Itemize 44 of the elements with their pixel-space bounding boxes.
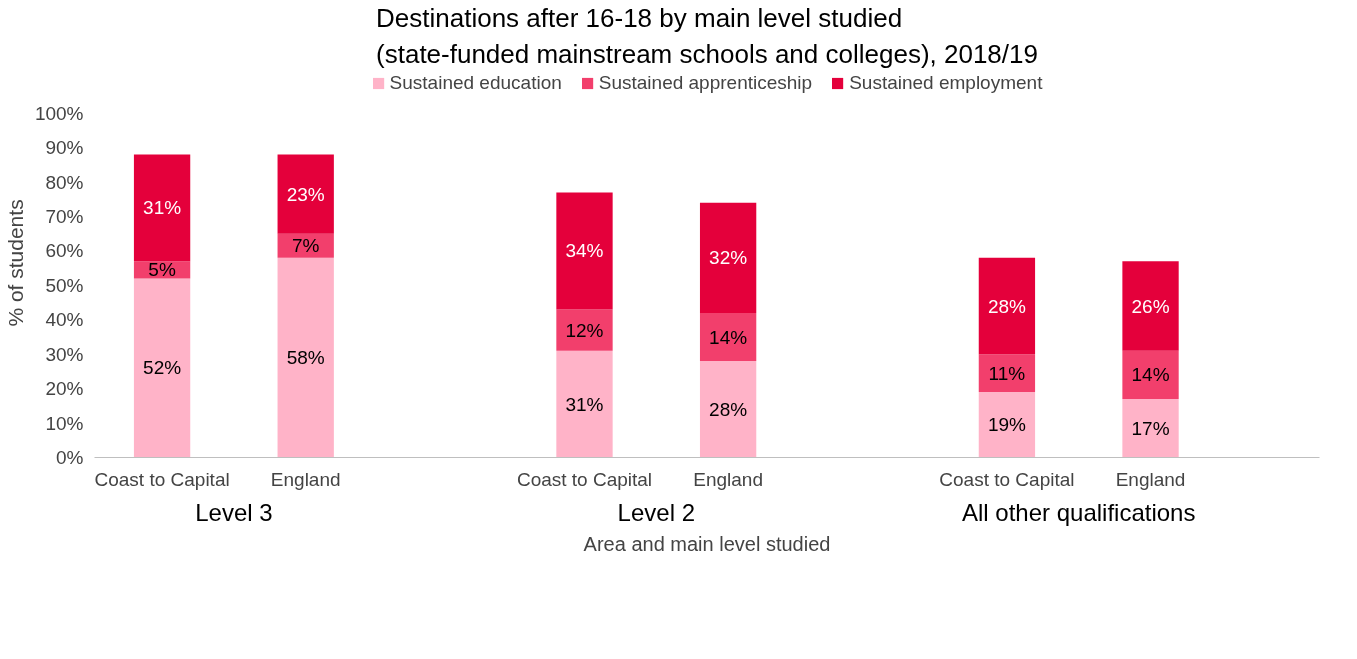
data-label: 11% xyxy=(988,362,1026,384)
x-tick-label: Coast to Capital xyxy=(516,468,653,490)
y-tick-label: 60% xyxy=(45,240,84,262)
y-tick-label: 90% xyxy=(45,137,84,159)
x-tick-label: England xyxy=(1115,468,1186,490)
text: Level 2 xyxy=(617,498,696,526)
x-tick-label: Coast to Capital xyxy=(939,468,1075,490)
legend-label: Sustained education xyxy=(389,72,562,94)
y-tick-label: 10% xyxy=(45,412,84,434)
data-label: 26% xyxy=(1131,295,1170,317)
y-tick-label: 20% xyxy=(45,378,84,400)
y-tick-label: 40% xyxy=(45,309,84,331)
text: All other qualifications xyxy=(961,498,1196,526)
data-label: 58% xyxy=(286,347,325,369)
data-label: 7% xyxy=(291,235,320,257)
data-label: 31% xyxy=(565,393,604,415)
y-tick-label: 70% xyxy=(45,206,84,228)
x-axis-title: Area and main level studied xyxy=(583,532,831,555)
data-label: 19% xyxy=(987,414,1027,436)
y-axis-title: % of students xyxy=(3,199,27,327)
data-label: 32% xyxy=(709,247,748,269)
data-label: 34% xyxy=(565,240,604,262)
x-tick-label: England xyxy=(693,468,763,490)
data-label: 28% xyxy=(987,295,1027,317)
y-tick-label: 0% xyxy=(56,447,84,468)
data-label: 31% xyxy=(143,197,182,219)
y-tick-label: 100% xyxy=(34,102,84,124)
data-label: 52% xyxy=(143,357,182,379)
x-tick-label: England xyxy=(270,468,341,490)
text: Level 3 xyxy=(195,498,273,526)
legend-label: Sustained employment xyxy=(849,72,1043,94)
y-tick-label: 30% xyxy=(45,343,84,365)
x-tick-label: Coast to Capital xyxy=(94,468,230,490)
legend-label: Sustained apprenticeship xyxy=(598,72,813,94)
chart-title: Destinations after 16-18 by main level studied (state-funded mainstream schools and colleges), 2018/19 xyxy=(376,2,1038,69)
y-tick-label: 50% xyxy=(45,274,84,296)
data-label: 14% xyxy=(1131,364,1170,386)
data-label: 14% xyxy=(709,326,748,348)
data-label: 28% xyxy=(709,398,748,420)
data-label: 12% xyxy=(565,319,604,341)
y-tick-label: 80% xyxy=(45,171,84,193)
data-label: 23% xyxy=(286,183,325,205)
data-label: 17% xyxy=(1131,417,1170,439)
data-label: 5% xyxy=(148,259,176,281)
